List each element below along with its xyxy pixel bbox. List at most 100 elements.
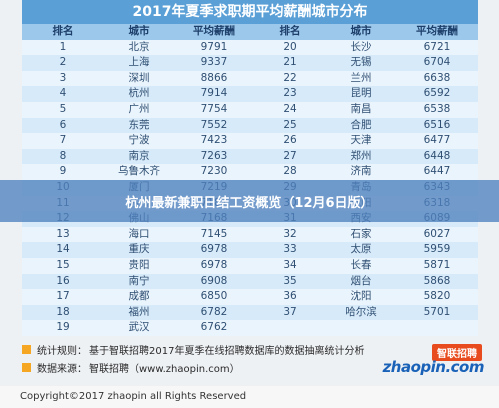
cell-salary-right: 6638 xyxy=(396,70,478,87)
cell-salary-left: 9337 xyxy=(174,55,254,71)
cell-rank-left: 18 xyxy=(22,304,104,321)
cell-city-left: 武汉 xyxy=(104,320,174,336)
table-row: 17 成都 6850 36 沈阳 5820 xyxy=(22,289,478,305)
cell-city-left: 杭州 xyxy=(104,86,174,102)
note-rule: 统计规则： 基于智联招聘2017年夏季在线招聘数据库的数据抽离统计分析 xyxy=(22,340,382,358)
cell-city-left: 成都 xyxy=(104,289,174,305)
zhaopin-logo: 智联招聘 zhaopin.com xyxy=(383,344,486,378)
header-city-left: 城市 xyxy=(104,24,174,40)
cell-rank-left: 5 xyxy=(22,101,104,118)
cell-rank-right: 21 xyxy=(254,55,326,71)
cell-rank-left: 8 xyxy=(22,148,104,165)
table-title: 2017年夏季求职期平均薪酬城市分布 xyxy=(22,0,478,24)
cell-city-left: 贵阳 xyxy=(104,257,174,274)
cell-rank-left: 19 xyxy=(22,320,104,336)
cell-salary-left: 6762 xyxy=(174,320,254,336)
table-row: 16 南宁 6908 35 烟台 5868 xyxy=(22,273,478,290)
cell-city-left: 宁波 xyxy=(104,133,174,149)
salary-table-container: 排名 城市 平均薪酬 排名 城市 平均薪酬 1 北京 9791 20 长沙 6721 2 上海… xyxy=(22,24,478,336)
overlay-banner: 杭州最新兼职日结工资概览（12月6日版） xyxy=(0,180,499,222)
cell-rank-right: 23 xyxy=(254,86,326,102)
table-row: 13 海口 7145 32 石家 6027 xyxy=(22,226,478,243)
cell-city-right: 兰州 xyxy=(326,70,396,87)
cell-city-left: 南京 xyxy=(104,148,174,165)
table-row: 19 武汉 6762 xyxy=(22,320,478,336)
cell-rank-right: 24 xyxy=(254,101,326,118)
table-row: 2 上海 9337 21 无锡 6704 xyxy=(22,55,478,71)
cell-rank-right: 20 xyxy=(254,39,326,56)
cell-salary-right: 6592 xyxy=(396,86,478,102)
cell-rank-right: 36 xyxy=(254,289,326,305)
cell-salary-right: 5959 xyxy=(396,242,478,258)
cell-salary-left: 8866 xyxy=(174,70,254,87)
cell-salary-right: 6538 xyxy=(396,101,478,118)
cell-city-left: 福州 xyxy=(104,304,174,321)
table-row: 5 广州 7754 24 南昌 6538 xyxy=(22,101,478,118)
cell-city-right: 无锡 xyxy=(326,55,396,71)
cell-city-left: 乌鲁木齐 xyxy=(104,164,174,180)
cell-salary-right: 6516 xyxy=(396,117,478,134)
cell-rank-right: 27 xyxy=(254,148,326,165)
cell-rank-right: 28 xyxy=(254,164,326,180)
cell-rank-right: 32 xyxy=(254,226,326,243)
cell-salary-left: 7230 xyxy=(174,164,254,180)
cell-salary-right: 5820 xyxy=(396,289,478,305)
note-source: 数据来源： 智联招聘（www.zhaopin.com） xyxy=(22,358,382,376)
table-row: 1 北京 9791 20 长沙 6721 xyxy=(22,39,478,56)
cell-city-right: 太原 xyxy=(326,242,396,258)
cell-salary-left: 6782 xyxy=(174,304,254,321)
cell-rank-left: 17 xyxy=(22,289,104,305)
cell-salary-left: 7754 xyxy=(174,101,254,118)
cell-salary-right: 5868 xyxy=(396,273,478,290)
cell-city-left: 深圳 xyxy=(104,70,174,87)
cell-rank-left: 3 xyxy=(22,70,104,87)
cell-rank-right: 35 xyxy=(254,273,326,290)
cell-salary-right: 6704 xyxy=(396,55,478,71)
cell-salary-left: 6978 xyxy=(174,242,254,258)
logo-cn-text: 智联招聘 xyxy=(432,344,482,361)
header-salary-right: 平均薪酬 xyxy=(396,24,478,40)
cell-rank-left: 2 xyxy=(22,55,104,71)
cell-city-right: 济南 xyxy=(326,164,396,180)
table-row: 4 杭州 7914 23 昆明 6592 xyxy=(22,86,478,102)
cell-city-left: 南宁 xyxy=(104,273,174,290)
cell-rank-right xyxy=(254,320,326,336)
cell-city-right xyxy=(326,320,396,336)
cell-rank-right: 34 xyxy=(254,257,326,274)
cell-rank-left: 1 xyxy=(22,39,104,56)
table-row: 3 深圳 8866 22 兰州 6638 xyxy=(22,70,478,87)
table-row: 15 贵阳 6978 34 长春 5871 xyxy=(22,257,478,274)
table-row: 18 福州 6782 37 哈尔滨 5701 xyxy=(22,304,478,321)
bullet-icon xyxy=(22,362,31,372)
cell-salary-left: 7263 xyxy=(174,148,254,165)
cell-salary-right: 6477 xyxy=(396,133,478,149)
header-rank-right: 排名 xyxy=(254,24,326,40)
cell-city-left: 东莞 xyxy=(104,117,174,134)
cell-rank-left: 16 xyxy=(22,273,104,290)
cell-city-right: 合肥 xyxy=(326,117,396,134)
note-rule-text: 基于智联招聘2017年夏季在线招聘数据库的数据抽离统计分析 xyxy=(89,345,365,357)
cell-salary-left: 7552 xyxy=(174,117,254,134)
cell-salary-right: 6027 xyxy=(396,226,478,243)
cell-salary-left: 7423 xyxy=(174,133,254,149)
cell-salary-right: 6447 xyxy=(396,164,478,180)
table-row: 9 乌鲁木齐 7230 28 济南 6447 xyxy=(22,164,478,180)
cell-city-left: 重庆 xyxy=(104,242,174,258)
cell-city-right: 石家 xyxy=(326,226,396,243)
cell-city-right: 南昌 xyxy=(326,101,396,118)
cell-salary-right: 6721 xyxy=(396,39,478,56)
cell-city-right: 昆明 xyxy=(326,86,396,102)
table-row: 7 宁波 7423 26 天津 6477 xyxy=(22,133,478,149)
cell-rank-left: 7 xyxy=(22,133,104,149)
cell-salary-left: 6908 xyxy=(174,273,254,290)
cell-rank-right: 25 xyxy=(254,117,326,134)
cell-city-left: 上海 xyxy=(104,55,174,71)
cell-rank-left: 14 xyxy=(22,242,104,258)
note-source-label: 数据来源： xyxy=(37,363,87,375)
table-row: 8 南京 7263 27 郑州 6448 xyxy=(22,148,478,165)
cell-rank-left: 6 xyxy=(22,117,104,134)
cell-city-right: 烟台 xyxy=(326,273,396,290)
cell-salary-left: 7145 xyxy=(174,226,254,243)
cell-city-left: 海口 xyxy=(104,226,174,243)
cell-rank-left: 9 xyxy=(22,164,104,180)
